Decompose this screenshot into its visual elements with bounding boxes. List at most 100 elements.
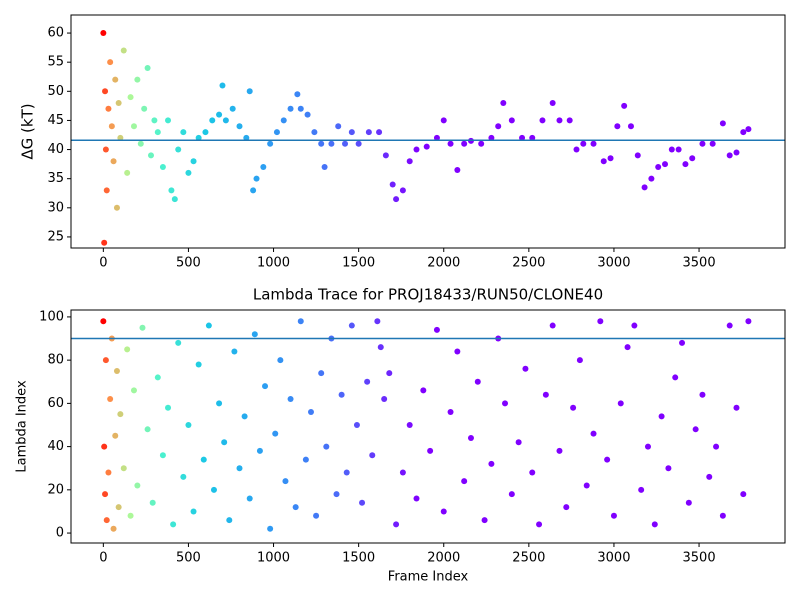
x-tick-label: 500 <box>176 551 201 566</box>
data-point <box>262 383 269 390</box>
data-point <box>120 465 127 472</box>
data-point <box>644 443 651 450</box>
data-point <box>323 443 330 450</box>
data-point <box>190 158 197 165</box>
data-point <box>241 413 248 420</box>
data-point <box>280 117 287 124</box>
data-point <box>413 146 420 153</box>
data-point <box>607 155 614 162</box>
data-point <box>190 508 197 515</box>
data-point <box>536 521 543 528</box>
data-point <box>359 499 366 506</box>
x-tick-label: 1500 <box>342 551 375 566</box>
data-point <box>374 318 381 325</box>
data-point <box>216 111 223 118</box>
data-point <box>427 447 434 454</box>
data-point <box>102 146 109 153</box>
data-point <box>745 318 752 325</box>
data-point <box>170 521 177 528</box>
data-point <box>685 499 692 506</box>
data-point <box>149 499 156 506</box>
data-point <box>597 318 604 325</box>
data-point <box>617 400 624 407</box>
x-axis-label: Frame Index <box>388 570 469 585</box>
data-point <box>134 76 141 83</box>
y-tick-label: 40 <box>47 439 64 454</box>
data-point <box>604 456 611 463</box>
data-point <box>573 146 580 153</box>
data-point <box>318 370 325 377</box>
x-tick-label: 0 <box>99 256 107 271</box>
data-point <box>570 404 577 411</box>
data-point <box>382 152 389 159</box>
x-tick-label: 2500 <box>512 551 545 566</box>
data-point <box>246 88 253 95</box>
data-point <box>151 117 158 124</box>
data-point <box>139 324 146 331</box>
y-tick-label: 35 <box>47 171 64 186</box>
x-tick-label: 1500 <box>342 256 375 271</box>
data-point <box>304 111 311 118</box>
x-tick-label: 2500 <box>512 256 545 271</box>
data-point <box>454 166 461 173</box>
data-point <box>542 391 549 398</box>
data-point <box>668 146 675 153</box>
y-tick-label: 55 <box>47 55 64 70</box>
data-point <box>267 525 274 532</box>
data-point <box>102 88 109 95</box>
data-point <box>386 370 393 377</box>
data-point <box>740 491 747 498</box>
data-point <box>210 486 217 493</box>
data-point <box>103 187 110 194</box>
data-point <box>200 456 207 463</box>
x-tick-label: 2000 <box>427 256 460 271</box>
data-point <box>107 59 114 66</box>
data-point <box>127 94 134 101</box>
axes-frame <box>70 14 786 249</box>
data-point <box>343 469 350 476</box>
data-point <box>226 517 233 524</box>
data-point <box>355 140 362 147</box>
data-point <box>682 161 689 168</box>
data-point <box>159 452 166 459</box>
y-tick-label: 60 <box>47 26 64 41</box>
y-tick-label: 0 <box>56 526 64 541</box>
data-point <box>500 99 507 106</box>
x-tick-label: 1000 <box>257 256 290 271</box>
y-axis-label: Lambda Index <box>15 380 30 473</box>
data-point <box>120 47 127 54</box>
data-point <box>216 400 223 407</box>
data-point <box>168 187 175 194</box>
data-point <box>672 374 679 381</box>
data-point <box>495 123 502 130</box>
data-point <box>260 164 267 171</box>
x-tick-label: 2000 <box>427 551 460 566</box>
data-point <box>420 387 427 394</box>
data-point <box>103 517 110 524</box>
data-point <box>202 129 209 136</box>
data-point <box>638 486 645 493</box>
data-point <box>440 508 447 515</box>
data-point <box>243 134 250 141</box>
data-point <box>328 140 335 147</box>
data-point <box>467 434 474 441</box>
data-point <box>338 391 345 398</box>
data-point <box>539 117 546 124</box>
data-point <box>376 129 383 136</box>
data-point <box>529 134 536 141</box>
data-point <box>342 140 349 147</box>
data-point <box>124 346 131 353</box>
data-point <box>600 158 607 165</box>
data-point <box>689 155 696 162</box>
x-tick-label: 3500 <box>683 256 716 271</box>
data-point <box>447 409 454 416</box>
data-point <box>117 411 124 418</box>
data-point <box>726 152 733 159</box>
data-point <box>549 99 556 106</box>
data-point <box>621 102 628 109</box>
y-axis-label: ΔG (kT) <box>19 103 37 159</box>
data-point <box>185 421 192 428</box>
data-point <box>624 344 631 351</box>
data-point <box>219 82 226 89</box>
